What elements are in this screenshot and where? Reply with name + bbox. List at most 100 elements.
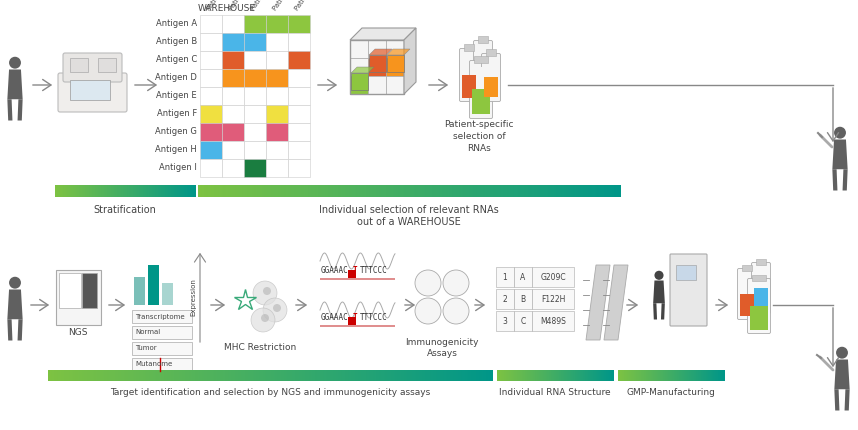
Bar	[513, 370, 514, 381]
Bar	[299, 185, 301, 197]
Bar	[194, 370, 196, 381]
Circle shape	[263, 287, 271, 295]
Bar	[222, 105, 244, 123]
Bar	[167, 185, 168, 197]
Bar	[527, 370, 528, 381]
Bar	[236, 185, 238, 197]
Bar	[594, 370, 595, 381]
Bar	[503, 370, 505, 381]
Text: Antigen H: Antigen H	[155, 145, 197, 154]
Bar	[484, 77, 498, 97]
Bar	[134, 185, 135, 197]
Bar	[69, 185, 70, 197]
Bar	[348, 270, 356, 278]
Bar	[311, 370, 313, 381]
Bar	[182, 370, 184, 381]
Polygon shape	[832, 139, 848, 169]
Bar	[594, 370, 595, 381]
Bar	[343, 370, 346, 381]
Bar	[350, 40, 368, 58]
Bar	[314, 185, 316, 197]
Bar	[168, 185, 169, 197]
Bar	[87, 370, 88, 381]
Bar	[288, 159, 310, 177]
Bar	[275, 370, 277, 381]
Bar	[596, 370, 597, 381]
Bar	[164, 370, 166, 381]
Polygon shape	[369, 49, 392, 55]
Bar	[270, 185, 272, 197]
Bar	[266, 51, 288, 69]
Bar	[149, 185, 150, 197]
Bar	[266, 15, 288, 33]
Bar	[469, 185, 471, 197]
Bar	[459, 370, 462, 381]
Bar	[114, 185, 115, 197]
Bar	[282, 370, 285, 381]
Bar	[216, 185, 218, 197]
Bar	[267, 185, 269, 197]
Bar	[67, 185, 68, 197]
Bar	[83, 185, 85, 197]
Bar	[294, 370, 297, 381]
Bar	[308, 185, 310, 197]
Polygon shape	[17, 99, 22, 120]
Bar	[535, 370, 536, 381]
Bar	[446, 185, 449, 197]
Bar	[288, 87, 310, 105]
Bar	[299, 185, 300, 197]
Bar	[612, 370, 613, 381]
Bar	[450, 185, 451, 197]
Bar	[410, 370, 413, 381]
Bar	[572, 185, 574, 197]
Bar	[112, 370, 114, 381]
Text: NGS: NGS	[69, 328, 88, 337]
Bar	[568, 370, 569, 381]
Bar	[264, 185, 266, 197]
Bar	[235, 370, 237, 381]
Bar	[483, 185, 485, 197]
Bar	[462, 370, 464, 381]
Bar	[375, 370, 377, 381]
Bar	[476, 185, 478, 197]
Bar	[58, 185, 60, 197]
Bar	[170, 185, 171, 197]
Bar	[519, 370, 521, 381]
Bar	[480, 370, 482, 381]
Bar	[583, 185, 585, 197]
Bar	[157, 185, 158, 197]
Bar	[493, 185, 495, 197]
Bar	[192, 370, 194, 381]
Bar	[178, 185, 179, 197]
Text: Antigen A: Antigen A	[156, 19, 197, 28]
Bar	[559, 370, 560, 381]
Bar	[95, 185, 96, 197]
Bar	[146, 370, 148, 381]
Bar	[485, 370, 486, 381]
Bar	[182, 185, 183, 197]
Bar	[163, 185, 164, 197]
Bar	[558, 370, 559, 381]
Bar	[336, 185, 338, 197]
Bar	[537, 370, 538, 381]
Bar	[577, 185, 579, 197]
Bar	[473, 370, 474, 381]
Bar	[132, 326, 192, 339]
Bar	[200, 123, 222, 141]
Bar	[201, 370, 203, 381]
Bar	[150, 185, 152, 197]
Bar	[518, 185, 520, 197]
Bar	[288, 141, 310, 159]
Text: Patient 2: Patient 2	[228, 0, 251, 12]
Bar	[414, 370, 415, 381]
Bar	[575, 370, 576, 381]
Bar	[244, 33, 266, 51]
Bar	[608, 370, 609, 381]
Bar	[94, 370, 96, 381]
Polygon shape	[17, 319, 22, 341]
Bar	[566, 185, 568, 197]
Bar	[247, 185, 250, 197]
Bar	[566, 370, 567, 381]
Text: IVAC*
WAREHOUSE: IVAC* WAREHOUSE	[198, 0, 256, 13]
Circle shape	[655, 271, 663, 280]
